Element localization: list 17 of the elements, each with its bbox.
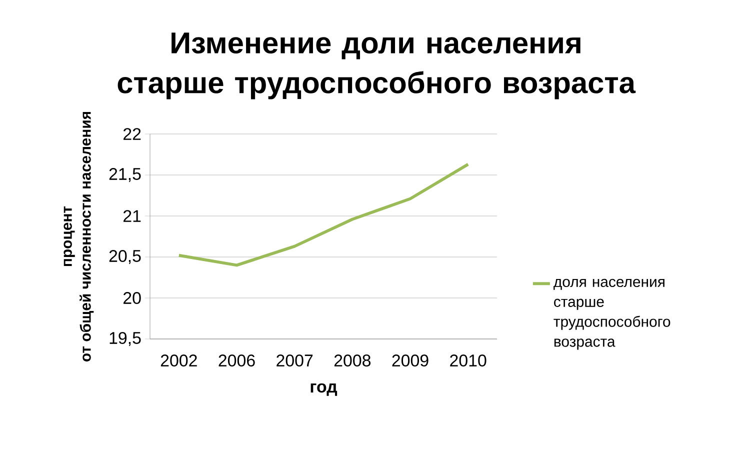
chart-title: Изменение доли населения старше трудоспособного возраста [118,32,636,100]
y-tick-label: 22 [124,128,141,140]
x-axis-title: год [310,383,338,396]
y-tick-label: 20 [124,292,141,304]
x-tick-label: 2010 [450,354,486,366]
x-tick-label: 2009 [392,354,428,366]
x-tick-label: 2006 [218,354,255,366]
x-tick-label: 2002 [160,354,197,366]
y-tick-label: 20,5 [109,250,141,264]
legend-label: доля населения старше трудоспособного возраста [554,278,670,350]
line-series [177,162,470,267]
x-tick-label: 2008 [334,354,371,366]
x-tick-label: 2007 [276,354,313,366]
y-tick-label: 21 [124,210,141,222]
y-tick-label: 19,5 [110,332,141,346]
y-axis-title: процент от общей численности населения [64,112,94,362]
y-tick-label: 21,5 [109,168,141,182]
